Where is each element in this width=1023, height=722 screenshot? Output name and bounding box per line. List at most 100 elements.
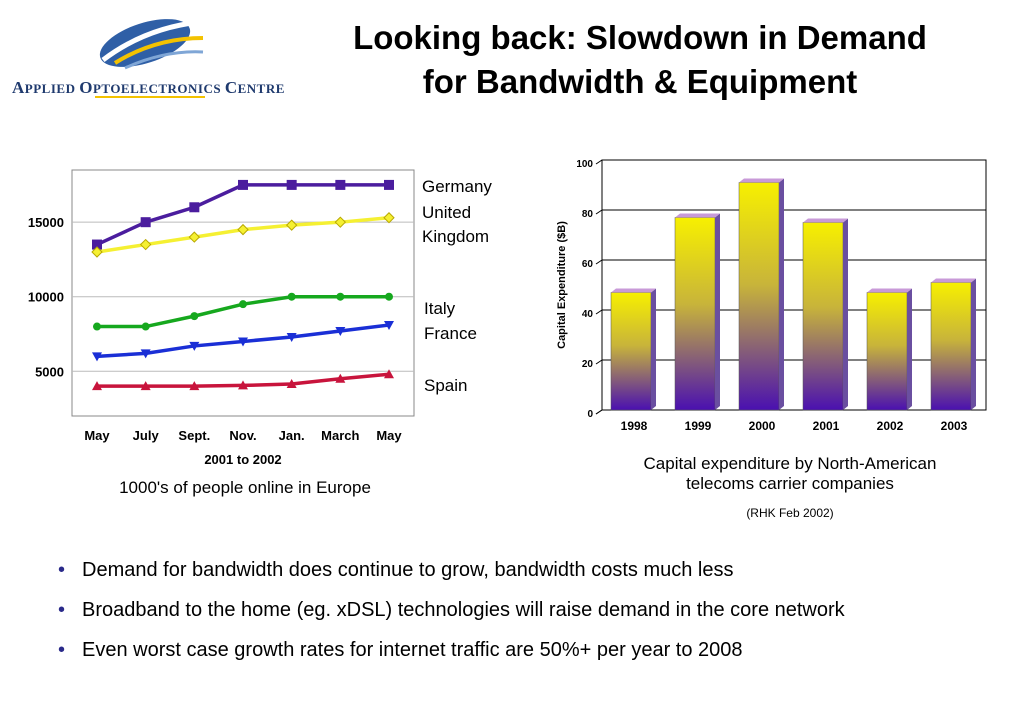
bar <box>674 217 716 411</box>
y-tick-label: 60 <box>582 259 594 270</box>
data-point <box>287 292 296 301</box>
data-point <box>237 223 249 236</box>
x-tick-label: May <box>376 428 402 443</box>
x-tick-label: Sept. <box>178 428 210 443</box>
data-point <box>335 179 346 190</box>
x-tick-label: March <box>321 428 359 443</box>
data-point <box>238 337 248 347</box>
title-line-1: Looking back: Slowdown in Demand <box>353 19 927 56</box>
data-point <box>334 216 347 228</box>
x-tick-label: 1999 <box>685 419 712 433</box>
bullet-icon: • <box>58 639 66 661</box>
y-tick-label: 80 <box>582 209 594 220</box>
y-tick-label: 5000 <box>35 364 64 379</box>
plot-area <box>601 159 987 411</box>
bullet-item: • Broadband to the home (eg. xDSL) techno… <box>58 590 1008 630</box>
x-tick-label: Jan. <box>279 428 305 443</box>
gridline-depth <box>595 409 603 415</box>
data-point <box>189 341 200 351</box>
data-point <box>92 239 102 250</box>
bullet-icon: • <box>58 599 66 621</box>
data-point <box>335 327 346 337</box>
data-point <box>92 352 102 362</box>
x-tick-label: 2003 <box>941 419 968 433</box>
logo-underline <box>95 96 205 98</box>
right-chart-source: (RHK Feb 2002) <box>746 506 834 520</box>
logo-swoosh-icon <box>99 19 204 70</box>
data-point <box>93 322 101 331</box>
data-point <box>92 381 102 391</box>
y-tick-label: 40 <box>582 309 594 320</box>
legend-germany: Germany <box>422 177 492 196</box>
x-axis-label: 2001 to 2002 <box>204 452 281 467</box>
slide-title: Looking back: Slowdown in Demand for Ban… <box>290 16 990 104</box>
bar <box>738 182 780 411</box>
legend-spain: Spain <box>424 376 468 395</box>
y-tick-label: 15000 <box>28 215 64 230</box>
bar <box>930 282 972 411</box>
data-point <box>189 202 200 213</box>
bar-cap <box>675 213 720 218</box>
y-tick-label: 0 <box>587 409 593 420</box>
gridline-depth <box>595 259 603 265</box>
data-point <box>286 332 297 342</box>
bar-side <box>651 288 656 410</box>
legend-united-kingdom: United Kingdom <box>422 203 490 246</box>
gridline-depth <box>595 309 603 315</box>
data-point <box>384 369 394 379</box>
data-point <box>285 219 298 231</box>
bar-cap <box>611 288 656 293</box>
x-tick-label: July <box>133 428 160 443</box>
bar-cap <box>739 178 784 183</box>
left-chart-caption: 1000's of people online in Europe <box>119 478 371 497</box>
data-point <box>190 312 199 321</box>
plot-area <box>71 169 415 417</box>
bar-chart: 0 20 40 60 80 100 Capital Expenditure ($B) 1998… <box>556 159 987 433</box>
bar-cap <box>803 218 848 223</box>
data-point <box>238 179 248 190</box>
x-tick-label: 2002 <box>877 419 904 433</box>
y-tick-label: 10000 <box>28 290 64 305</box>
data-point <box>383 212 395 224</box>
data-point <box>239 300 247 309</box>
x-tick-label: 1998 <box>621 419 648 433</box>
bullet-icon: • <box>58 559 66 581</box>
x-tick-label: Nov. <box>229 428 256 443</box>
y-axis-label: Capital Expenditure ($B) <box>556 221 568 349</box>
legend-italy: Italy <box>424 299 456 318</box>
y-tick-label: 20 <box>582 359 594 370</box>
data-point <box>140 381 151 391</box>
bar-side <box>843 218 848 410</box>
bar-cap <box>867 288 912 293</box>
bar-side <box>715 213 720 410</box>
bar-side <box>779 178 784 410</box>
data-point <box>188 231 201 243</box>
gridline-depth <box>595 359 603 365</box>
data-point <box>286 378 297 388</box>
data-point <box>335 373 346 383</box>
x-tick-label: 2000 <box>749 419 776 433</box>
bullet-item: • Even worst case growth rates for intern… <box>58 630 1008 670</box>
line-chart: 5000 10000 15000 May July Sept. Nov. Jan. March M… <box>28 169 415 467</box>
data-point <box>140 217 151 228</box>
bullet-list: • Demand for bandwidth does continue to g… <box>58 550 1008 670</box>
x-tick-label: May <box>84 428 110 443</box>
legend-france: France <box>424 324 477 343</box>
bar-side <box>907 288 912 410</box>
bar-side <box>971 278 976 410</box>
y-tick-label: 100 <box>576 159 593 170</box>
bar <box>610 292 652 411</box>
data-point <box>139 238 152 251</box>
logo-text: APPLIED OPTOELECTRONICS CENTRE <box>12 78 285 97</box>
right-caption-line-2: telecoms carrier companies <box>686 474 894 493</box>
data-point <box>336 292 345 301</box>
data-point <box>189 381 200 391</box>
bar-cap <box>931 278 976 283</box>
gridline-depth <box>595 159 603 165</box>
data-point <box>140 349 151 359</box>
data-point <box>384 321 394 331</box>
data-point <box>385 292 393 301</box>
data-point <box>91 246 103 258</box>
bar <box>866 292 908 411</box>
bullet-item: • Demand for bandwidth does continue to g… <box>58 550 1008 590</box>
